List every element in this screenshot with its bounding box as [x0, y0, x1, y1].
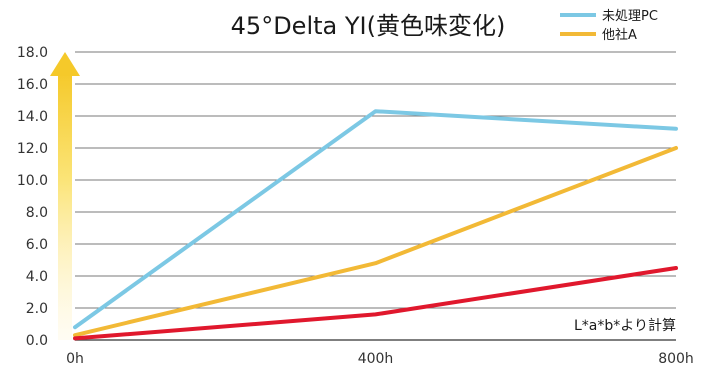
yellowness-arrow-icon [50, 52, 80, 340]
x-tick-label: 400h [358, 351, 394, 367]
y-tick-label: 18.0 [17, 45, 48, 61]
x-tick-label: 0h [66, 351, 84, 367]
y-tick-label: 2.0 [26, 301, 48, 317]
x-tick-label: 800h [658, 351, 694, 367]
y-tick-label: 12.0 [17, 141, 48, 157]
y-tick-label: 14.0 [17, 109, 48, 125]
y-tick-label: 16.0 [17, 77, 48, 93]
series-line [73, 109, 678, 330]
y-tick-label: 8.0 [26, 205, 48, 221]
y-tick-label: 10.0 [17, 173, 48, 189]
legend-label: 未処理PC [602, 9, 658, 24]
y-tick-label: 4.0 [26, 269, 48, 285]
y-tick-label: 0.0 [26, 333, 48, 349]
x-axis-ticks: 0h 400h 800h [66, 351, 694, 367]
y-tick-label: 6.0 [26, 237, 48, 253]
series-lines [73, 109, 678, 341]
chart-title: 45°Delta YI(黄色味変化) [231, 12, 506, 40]
y-axis-ticks: 0.0 2.0 4.0 6.0 8.0 10.0 12.0 14.0 16.0 18.0 [17, 45, 48, 349]
legend-label: 他社A [602, 27, 637, 43]
calc-note: L*a*b*より計算 [574, 318, 676, 334]
legend: 未処理PC 他社A [560, 9, 658, 43]
series-line [73, 266, 678, 341]
series-line [73, 146, 678, 338]
gridlines [75, 51, 676, 341]
